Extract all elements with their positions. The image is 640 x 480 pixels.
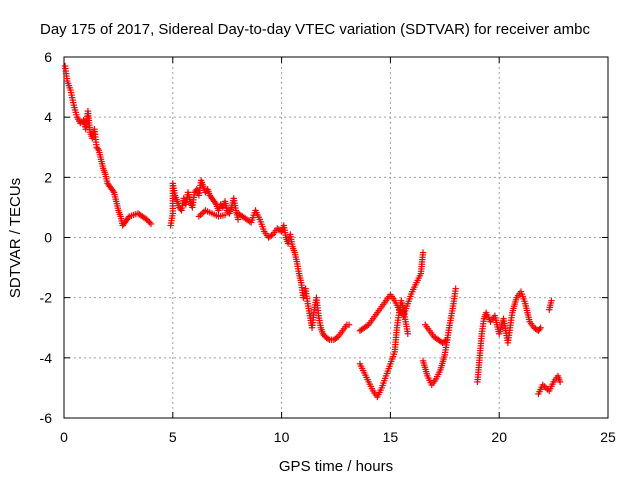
data-point-marker [177, 205, 184, 213]
data-point-marker [333, 334, 340, 341]
data-point-marker [442, 337, 449, 344]
data-point-marker [556, 378, 564, 386]
x-tick-label: 5 [169, 429, 177, 445]
data-point-marker [542, 384, 550, 392]
data-point-marker [221, 211, 229, 219]
y-tick-label: -4 [40, 350, 53, 366]
data-point-marker [345, 321, 353, 328]
data-point-marker [234, 216, 242, 223]
chart-title: Day 175 of 2017, Sidereal Day-to-day VTE… [40, 21, 590, 38]
y-tick-label: 2 [44, 169, 52, 185]
x-tick-label: 20 [491, 429, 507, 445]
data-point-marker [363, 322, 371, 329]
x-tick-label: 0 [60, 429, 68, 445]
y-tick-label: 6 [44, 49, 52, 65]
data-point-marker [124, 214, 132, 222]
data-point-marker [147, 220, 155, 228]
x-axis-label: GPS time / hours [279, 458, 393, 475]
data-point-marker [452, 285, 459, 292]
y-axis-label: SDTVAR / TECUs [7, 178, 24, 298]
data-point-marker [143, 216, 150, 223]
y-tick-label: -6 [40, 410, 53, 426]
data-point-marker [268, 232, 275, 239]
data-point-marker [212, 199, 219, 207]
y-tick-label: 4 [44, 109, 52, 125]
x-tick-label: 15 [383, 429, 399, 445]
x-tick-label: 10 [274, 429, 290, 445]
y-tick-label: -2 [40, 290, 53, 306]
data-point-marker [548, 297, 555, 304]
data-point-marker [109, 187, 117, 195]
data-point-marker [537, 324, 544, 331]
data-point-marker [536, 326, 543, 333]
data-point-marker [144, 217, 152, 225]
data-point-marker [146, 219, 153, 226]
data-point-marker [195, 213, 203, 220]
grid [64, 57, 608, 418]
plot-frame [63, 56, 609, 419]
data-point-marker [94, 145, 101, 152]
y-tick-label: 0 [44, 230, 52, 246]
data-point-marker [197, 211, 204, 219]
data-point-marker [419, 249, 427, 256]
data-points [61, 62, 564, 401]
data-point-marker [324, 335, 332, 342]
y-tick-labels: 6 4 2 0 -2 -4 -6 [40, 49, 53, 426]
x-tick-label: 25 [600, 429, 616, 445]
data-point-marker [404, 330, 412, 337]
x-tick-labels: 0 5 10 15 20 25 [60, 429, 616, 445]
data-point-marker [443, 336, 451, 343]
